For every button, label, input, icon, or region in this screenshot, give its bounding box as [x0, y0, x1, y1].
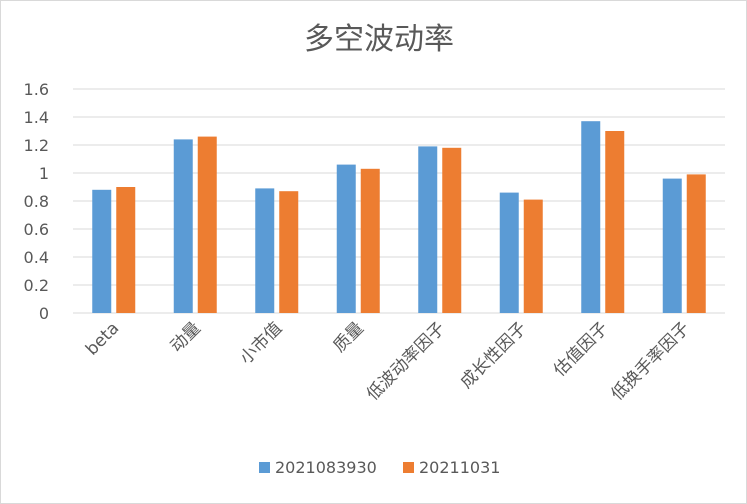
- legend: 2021083930 20211031: [259, 458, 500, 477]
- bar-series-2-0: [116, 187, 136, 313]
- x-category-label: 动量: [167, 318, 205, 356]
- bar-series-2-5: [523, 199, 543, 313]
- gridlines: [73, 88, 725, 314]
- bar-series-1-7: [662, 178, 682, 313]
- bar-series-2-4: [442, 147, 462, 313]
- x-category-label: 成长性因子: [457, 318, 531, 392]
- bar-series-1-1: [173, 139, 193, 313]
- bar-series-2-2: [279, 191, 299, 313]
- y-tick-label: 0.6: [24, 220, 49, 239]
- y-axis-tick-labels: 0 0.2 0.4 0.6 0.8 1 1.2 1.4 1.6: [24, 80, 49, 323]
- y-tick-label: 0.2: [24, 276, 49, 295]
- bar-series-1-4: [418, 146, 438, 313]
- x-category-label: beta: [82, 318, 123, 359]
- legend-swatch-series-1: [259, 462, 270, 473]
- bar-series-1-3: [336, 164, 356, 313]
- bar-series-2-1: [197, 136, 217, 313]
- x-category-label: 估值因子: [550, 318, 612, 380]
- bar-series-1-5: [499, 192, 519, 313]
- x-category-label: 低波动率因子: [363, 318, 449, 404]
- legend-label-series-1: 2021083930: [275, 458, 377, 477]
- y-tick-label: 0.8: [24, 192, 49, 211]
- bar-series-1-0: [92, 189, 112, 313]
- bar-series-1-2: [255, 188, 275, 313]
- legend-swatch-series-2: [403, 462, 414, 473]
- bar-series-1-6: [581, 121, 601, 313]
- bar-series-2-6: [605, 131, 625, 313]
- bar-series-2-7: [686, 174, 706, 313]
- y-tick-label: 1.2: [24, 136, 49, 155]
- x-category-label: 小市值: [236, 318, 286, 368]
- y-tick-label: 0: [39, 304, 49, 323]
- y-tick-label: 1.4: [24, 108, 49, 127]
- y-tick-label: 1.6: [24, 80, 49, 99]
- bar-series-2-3: [360, 168, 380, 313]
- chart-title: 多空波动率: [304, 22, 454, 57]
- y-tick-label: 0.4: [24, 248, 49, 267]
- y-tick-label: 1: [39, 164, 49, 183]
- x-category-label: 低换手率因子: [608, 318, 694, 404]
- legend-label-series-2: 20211031: [419, 458, 500, 477]
- bars: [92, 121, 706, 313]
- x-category-label: 质量: [330, 318, 368, 356]
